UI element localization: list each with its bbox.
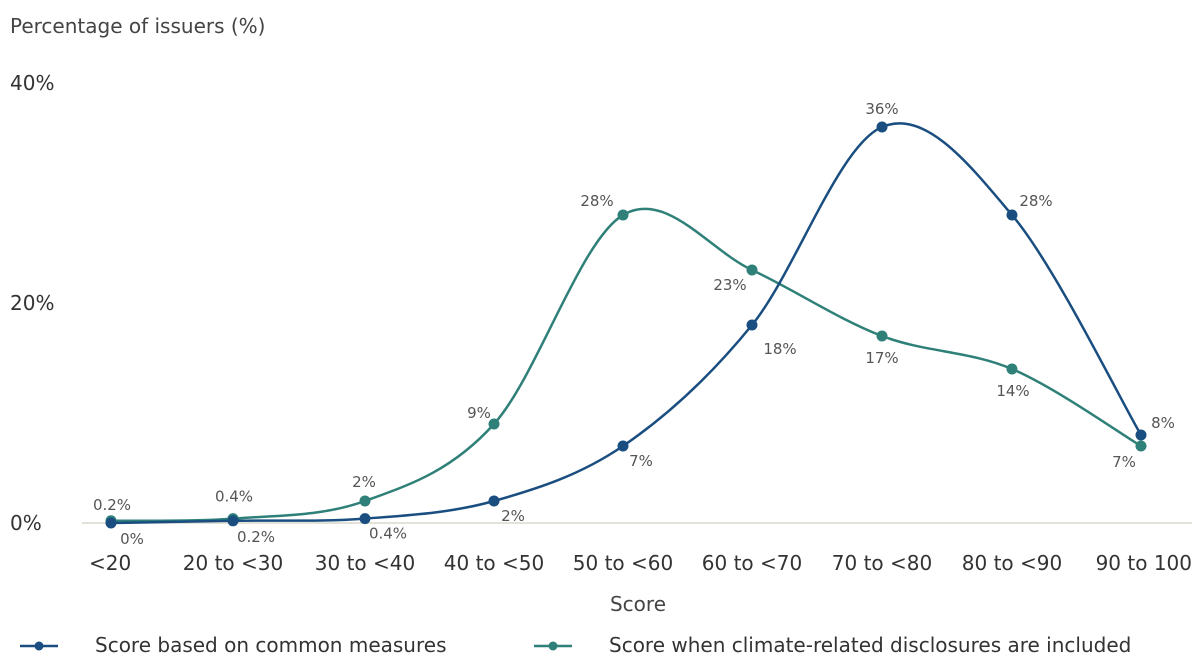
x-tick-label: 60 to <70 — [702, 551, 802, 575]
x-tick-label: 30 to <40 — [315, 551, 415, 575]
legend-marker — [548, 641, 558, 651]
series-line-0 — [110, 122, 1143, 525]
data-point — [488, 495, 500, 507]
x-tick-label: 80 to <90 — [962, 551, 1062, 575]
legend-label: Score when climate-related disclosures a… — [609, 633, 1131, 655]
data-point — [359, 495, 371, 507]
data-point — [488, 418, 500, 430]
data-label: 0.4% — [369, 525, 407, 543]
data-point — [617, 209, 629, 221]
data-point — [1006, 363, 1018, 375]
data-label: 18% — [763, 340, 796, 358]
data-label: 28% — [580, 192, 613, 210]
data-point — [1006, 209, 1018, 221]
legend-label: Score based on common measures — [95, 633, 446, 655]
data-point — [617, 440, 629, 452]
data-label: 0% — [120, 530, 144, 548]
data-point — [746, 264, 758, 276]
data-point — [359, 513, 371, 525]
x-tick-label: 20 to <30 — [183, 551, 283, 575]
legend-marker — [34, 641, 44, 651]
series-line-1 — [110, 207, 1142, 523]
y-tick-label: 40% — [10, 71, 54, 95]
x-tick-label: 90 to 100 — [1096, 551, 1192, 575]
x-tick-label: <20 — [89, 551, 131, 575]
y-ticks: 0% 20% 40% — [10, 71, 54, 535]
data-label: 7% — [629, 452, 653, 470]
x-tick-label: 70 to <80 — [832, 551, 932, 575]
data-point — [1135, 440, 1147, 452]
data-label: 0.2% — [93, 496, 131, 514]
data-label: 17% — [865, 349, 898, 367]
data-label: 2% — [501, 507, 525, 525]
data-label: 14% — [996, 382, 1029, 400]
data-label: 0.2% — [237, 528, 275, 546]
data-label: 2% — [352, 473, 376, 491]
data-point — [876, 330, 888, 342]
x-tick-label: 50 to <60 — [573, 551, 673, 575]
series-layer — [105, 121, 1147, 529]
data-point — [1135, 429, 1147, 441]
data-label: 9% — [467, 404, 491, 422]
y-tick-label: 20% — [10, 291, 54, 315]
data-point — [746, 319, 758, 331]
data-label: 28% — [1019, 192, 1052, 210]
data-label: 0.4% — [215, 488, 253, 506]
x-axis-title: Score — [610, 592, 666, 616]
data-point — [227, 515, 239, 527]
data-label: 23% — [713, 276, 746, 294]
x-ticks: <20 20 to <30 30 to <40 40 to <50 50 to <60 6… — [89, 551, 1192, 575]
data-label: 36% — [865, 100, 898, 118]
data-label: 7% — [1112, 453, 1136, 471]
data-point — [876, 121, 888, 133]
y-tick-label: 0% — [10, 511, 42, 535]
legend: Score based on common measures Score when… — [20, 633, 1131, 655]
y-axis-title: Percentage of issuers (%) — [10, 14, 266, 38]
x-tick-label: 40 to <50 — [444, 551, 544, 575]
data-label: 8% — [1151, 414, 1175, 432]
data-labels: 0.2% 0.4% 2% 9% 28% 23% 17% 14% 7% 0% 0.2% 0.4% 2% 7%… — [93, 100, 1175, 548]
data-point — [105, 517, 117, 529]
